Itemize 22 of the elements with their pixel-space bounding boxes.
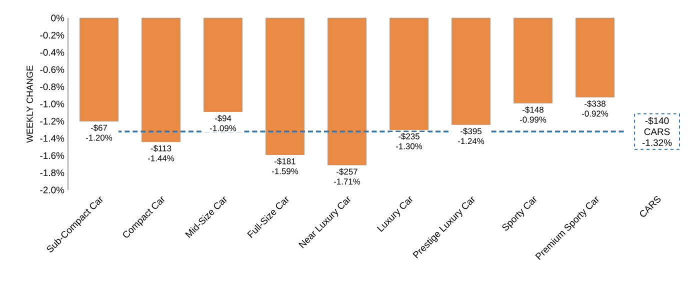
data-label: -$235 -1.30% — [396, 132, 422, 150]
y-tick-label: -1.6% — [40, 152, 64, 159]
y-tick-label: -0.6% — [40, 66, 64, 73]
data-label: -$257 -1.71% — [334, 168, 360, 185]
data-label: -$113 -1.44% — [148, 145, 174, 162]
data-label: -$395 -1.24% — [458, 128, 484, 144]
data-label: -$181 -1.59% — [272, 158, 298, 174]
y-tick-label: -1.8% — [40, 169, 64, 176]
data-label: -$94 -1.09% — [210, 114, 236, 132]
data-label: -$67 -1.20% — [86, 124, 112, 141]
annotation: -$140 CARS -1.32% — [642, 117, 672, 146]
y-tick-label: -0.8% — [40, 83, 64, 90]
y-tick-label: -0.4% — [40, 49, 64, 56]
data-label: -$338 -0.92% — [582, 100, 608, 117]
data-label: -$148 -0.99% — [520, 106, 546, 123]
y-tick-label: 0% — [51, 14, 64, 22]
y-tick-label: -1.2% — [40, 118, 64, 125]
y-tick-label: -0.2% — [40, 32, 64, 39]
y-tick-label: -2.0% — [40, 186, 64, 194]
y-axis-title: WEEKLY CHANGE — [26, 66, 33, 143]
y-tick-label: -1.0% — [40, 100, 64, 108]
y-tick-label: -1.4% — [40, 135, 64, 142]
